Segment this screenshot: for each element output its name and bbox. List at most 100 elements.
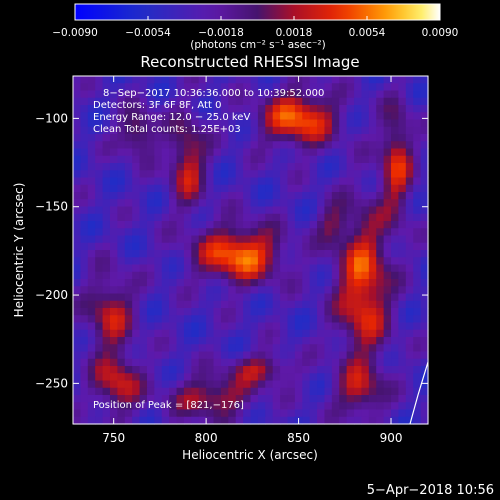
image-pixel	[287, 250, 296, 258]
image-pixel	[146, 337, 155, 345]
image-pixel	[309, 286, 318, 295]
image-pixel	[235, 351, 244, 360]
image-pixel	[228, 286, 237, 295]
image-pixel	[132, 170, 141, 179]
image-pixel	[124, 206, 133, 215]
image-pixel	[73, 395, 81, 403]
image-pixel	[206, 300, 215, 309]
image-pixel	[302, 337, 311, 345]
image-pixel	[265, 322, 274, 331]
image-pixel	[161, 387, 170, 396]
image-pixel	[309, 177, 318, 186]
image-pixel	[354, 126, 363, 135]
image-pixel	[398, 119, 407, 128]
image-pixel	[109, 155, 118, 164]
image-pixel	[191, 83, 200, 92]
image-pixel	[117, 192, 126, 200]
image-pixel	[117, 329, 126, 338]
image-pixel	[368, 395, 377, 403]
image-pixel	[354, 373, 363, 382]
image-pixel	[213, 155, 222, 164]
image-pixel	[73, 329, 81, 338]
image-pixel	[420, 184, 429, 193]
image-pixel	[331, 192, 340, 200]
image-pixel	[206, 250, 215, 258]
image-pixel	[102, 337, 111, 345]
image-pixel	[132, 257, 141, 266]
image-pixel	[73, 126, 81, 135]
image-pixel	[265, 177, 274, 186]
image-pixel	[413, 250, 422, 258]
image-pixel	[80, 271, 89, 280]
image-pixel	[368, 293, 377, 302]
image-pixel	[265, 315, 274, 324]
image-pixel	[331, 373, 340, 382]
image-pixel	[391, 134, 400, 142]
image-pixel	[124, 395, 133, 403]
image-pixel	[317, 221, 326, 229]
image-pixel	[294, 286, 303, 295]
image-pixel	[391, 213, 400, 222]
image-pixel	[405, 366, 414, 374]
image-pixel	[161, 184, 170, 193]
image-pixel	[132, 228, 141, 237]
image-pixel	[287, 387, 296, 396]
image-pixel	[272, 308, 281, 316]
image-pixel	[139, 271, 148, 280]
image-pixel	[346, 380, 355, 389]
image-pixel	[139, 192, 148, 200]
image-pixel	[176, 134, 185, 142]
image-pixel	[228, 105, 237, 113]
image-pixel	[280, 351, 289, 360]
image-pixel	[317, 380, 326, 389]
image-pixel	[161, 337, 170, 345]
image-pixel	[132, 119, 141, 128]
image-pixel	[176, 155, 185, 164]
image-pixel	[220, 366, 229, 374]
image-pixel	[398, 409, 407, 418]
image-pixel	[398, 395, 407, 403]
image-pixel	[413, 148, 422, 157]
image-pixel	[346, 264, 355, 273]
image-pixel	[139, 344, 148, 353]
image-pixel	[272, 329, 281, 338]
image-pixel	[235, 141, 244, 150]
image-pixel	[161, 308, 170, 316]
image-pixel	[250, 264, 259, 273]
image-pixel	[309, 105, 318, 113]
image-pixel	[287, 177, 296, 186]
image-pixel	[420, 242, 429, 251]
image-pixel	[398, 235, 407, 244]
image-pixel	[250, 395, 259, 403]
image-pixel	[317, 242, 326, 251]
image-pixel	[294, 228, 303, 237]
image-pixel	[87, 76, 96, 84]
image-pixel	[243, 300, 252, 309]
image-pixel	[376, 271, 385, 280]
image-pixel	[228, 387, 237, 396]
image-pixel	[220, 337, 229, 345]
image-pixel	[154, 322, 163, 331]
image-pixel	[117, 221, 126, 229]
plot-area: 750 800 850 900−100−150−200−250	[35, 75, 429, 445]
image-pixel	[80, 206, 89, 215]
image-pixel	[139, 337, 148, 345]
image-pixel	[132, 351, 141, 360]
image-pixel	[73, 250, 81, 258]
image-pixel	[228, 83, 237, 92]
image-pixel	[398, 279, 407, 287]
image-pixel	[413, 257, 422, 266]
image-pixel	[413, 105, 422, 113]
image-pixel	[309, 235, 318, 244]
image-pixel	[309, 134, 318, 142]
image-pixel	[413, 387, 422, 396]
image-pixel	[331, 395, 340, 403]
image-pixel	[309, 416, 318, 425]
image-pixel	[287, 83, 296, 92]
image-pixel	[280, 279, 289, 287]
image-pixel	[302, 213, 311, 222]
image-pixel	[257, 286, 266, 295]
image-pixel	[154, 380, 163, 389]
image-pixel	[198, 344, 207, 353]
x-tick-label: 850	[287, 431, 310, 445]
